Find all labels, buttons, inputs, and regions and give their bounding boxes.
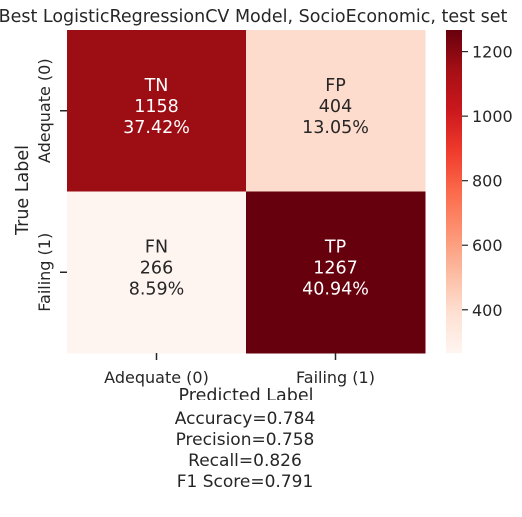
stats-block: Accuracy=0.784 Precision=0.758 Recall=0.… [0, 409, 490, 493]
cell-count-fp: 404 [319, 97, 352, 117]
cell-percent-fn: 8.59% [129, 279, 185, 299]
cell-percent-fp: 13.05% [302, 118, 369, 138]
colorbar: 400 600 800 1000 1200 [446, 30, 513, 353]
colorbar-tick-label: 600 [472, 236, 503, 255]
heatmap-cell-tn [67, 30, 247, 192]
y-axis-label: True Label [13, 145, 33, 236]
confusion-matrix-chart: Best LogisticRegressionCV Model, SocioEc… [0, 7, 513, 406]
cell-percent-tn: 37.42% [123, 118, 190, 138]
heatmap-cell-fn [67, 191, 247, 354]
y-tick-label: Adequate (0) [35, 58, 54, 163]
precision-stat: Precision=0.758 [175, 430, 315, 450]
colorbar-tick-label: 1200 [472, 43, 513, 62]
cell-label-tn: TN [144, 76, 169, 96]
cell-count-tp: 1267 [313, 258, 358, 278]
cell-label-tp: TP [324, 237, 346, 257]
cell-label-fn: FN [145, 237, 168, 257]
x-tick-label: Adequate (0) [104, 368, 209, 387]
y-tick-label: Failing (1) [35, 233, 54, 312]
heatmap-cell-fp [246, 30, 426, 192]
colorbar-tick-label: 800 [472, 172, 503, 191]
cell-count-fn: 266 [140, 258, 173, 278]
heatmap-cell-tp [246, 191, 426, 354]
x-axis-label: Predicted Label [179, 386, 314, 400]
colorbar-gradient [446, 30, 462, 353]
cell-count-tn: 1158 [134, 97, 179, 117]
cell-percent-tp: 40.94% [302, 279, 369, 299]
x-tick-label: Failing (1) [296, 368, 375, 387]
recall-stat: Recall=0.826 [188, 451, 302, 471]
colorbar-tick-label: 1000 [472, 107, 513, 126]
colorbar-tick-label: 400 [472, 301, 503, 320]
heatmap-axes: Adequate (0) Failing (1) Adequate (0) Faili… [35, 58, 375, 387]
accuracy-stat: Accuracy=0.784 [174, 409, 316, 429]
cell-label-fp: FP [325, 76, 346, 96]
f1-score-stat: F1 Score=0.791 [176, 472, 314, 492]
chart-title: Best LogisticRegressionCV Model, SocioEc… [0, 7, 508, 27]
